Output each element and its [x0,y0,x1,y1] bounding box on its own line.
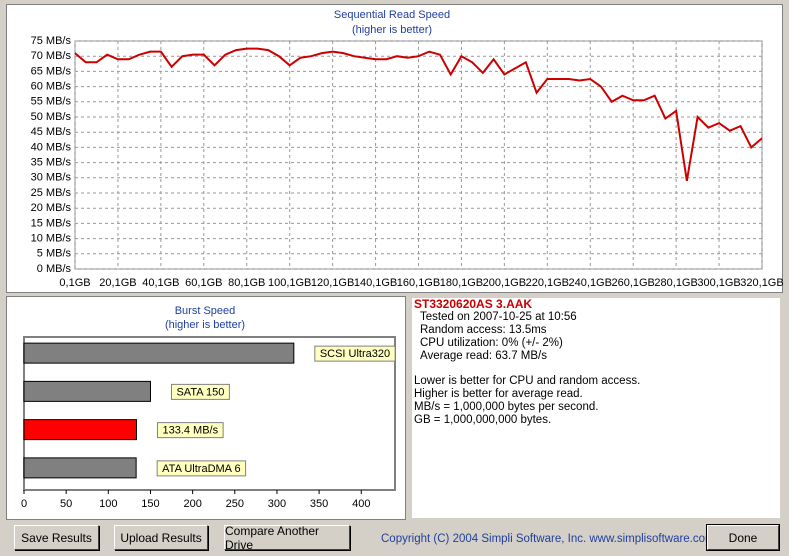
info-line: MB/s = 1,000,000 bytes per second. [414,401,599,413]
copyright: Copyright (C) 2004 Simpli Software, Inc.… [381,533,715,545]
chart-subtitle: (higher is better) [352,24,432,36]
charts: Sequential Read Speed (higher is better) 0… [21,9,784,510]
y-tick-label: 55 MB/s [31,96,72,108]
x-tick-label: 80,1GB [228,277,265,289]
x-tick-label: 0 [21,498,27,510]
y-tick-label: 25 MB/s [31,187,72,199]
info-line: CPU utilization: 0% (+/- 2%) [420,337,563,349]
x-tick-label: 60,1GB [185,277,222,289]
label-box [314,345,396,362]
bar [23,342,295,364]
x-tick-label: 40,1GB [142,277,179,289]
x-tick-label: 20,1GB [99,277,136,289]
x-tick-label: 150 [141,498,159,510]
x-tick-label: 300,1GB [697,277,740,289]
x-tick-label: 350 [310,498,328,510]
x-tick-label: 200,1GB [483,277,526,289]
chart-title: Sequential Read Speed [334,9,450,21]
x-tick-label: 240,1GB [569,277,612,289]
info-line: Higher is better for average read. [414,388,583,400]
y-tick-label: 65 MB/s [31,65,72,77]
button[interactable]: Save Results [14,525,99,550]
x-tick-label: 300 [268,498,286,510]
info-line: Average read: 63.7 MB/s [420,350,547,362]
bar-label: SCSI Ultra320 [320,348,390,360]
y-tick-label: 15 MB/s [31,217,72,229]
info-line: GB = 1,000,000,000 bytes. [414,414,552,426]
x-tick-label: 200 [183,498,201,510]
x-tick-label: 320,1GB [740,277,783,289]
y-tick-label: 50 MB/s [31,111,72,123]
y-tick-label: 20 MB/s [31,202,72,214]
button[interactable]: Upload Results [114,525,208,550]
chart-subtitle: (higher is better) [165,319,245,331]
x-tick-label: 100,1GB [268,277,311,289]
y-tick-label: 0 MB/s [37,263,72,275]
info-panel: ST3320620AS 3.AAK Tested on 2007-10-25 a… [412,298,780,518]
x-tick-label: 280,1GB [654,277,697,289]
x-tick-label: 0,1GB [59,277,90,289]
label-box [170,383,230,400]
x-tick-label: 260,1GB [611,277,654,289]
info-line: Tested on 2007-10-25 at 10:56 [420,311,577,323]
x-tick-label: 400 [352,498,370,510]
button[interactable]: Done [706,524,780,551]
bar-label: SATA 150 [176,386,224,398]
x-tick-label: 250 [226,498,244,510]
bar [23,380,151,402]
y-tick-label: 5 MB/s [37,248,72,260]
x-tick-label: 120,1GB [311,277,354,289]
x-tick-label: 160,1GB [397,277,440,289]
y-tick-label: 10 MB/s [31,233,72,245]
chart-title: Burst Speed [175,305,236,317]
y-tick-label: 35 MB/s [31,157,72,169]
data-line [74,47,763,182]
x-tick-label: 100 [99,498,117,510]
y-tick-label: 75 MB/s [31,35,72,47]
label-box [156,422,224,439]
info-line: Random access: 13.5ms [420,324,547,336]
x-tick-label: 140,1GB [354,277,397,289]
y-tick-label: 30 MB/s [31,172,72,184]
y-tick-label: 45 MB/s [31,126,72,138]
y-tick-label: 70 MB/s [31,50,72,62]
label-box [156,460,247,477]
y-tick-label: 40 MB/s [31,141,72,153]
info-line: Lower is better for CPU and random acces… [414,375,641,387]
bar-label: ATA UltraDMA 6 [162,463,240,475]
x-tick-label: 180,1GB [440,277,483,289]
button[interactable]: Compare Another Drive [224,524,350,552]
y-tick-label: 60 MB/s [31,81,72,93]
bar-label: 133.4 MB/s [162,425,218,437]
bar [23,419,137,441]
bar [23,457,137,479]
x-tick-label: 50 [60,498,72,510]
x-tick-label: 220,1GB [526,277,569,289]
drive-name: ST3320620AS 3.AAK [414,297,533,311]
